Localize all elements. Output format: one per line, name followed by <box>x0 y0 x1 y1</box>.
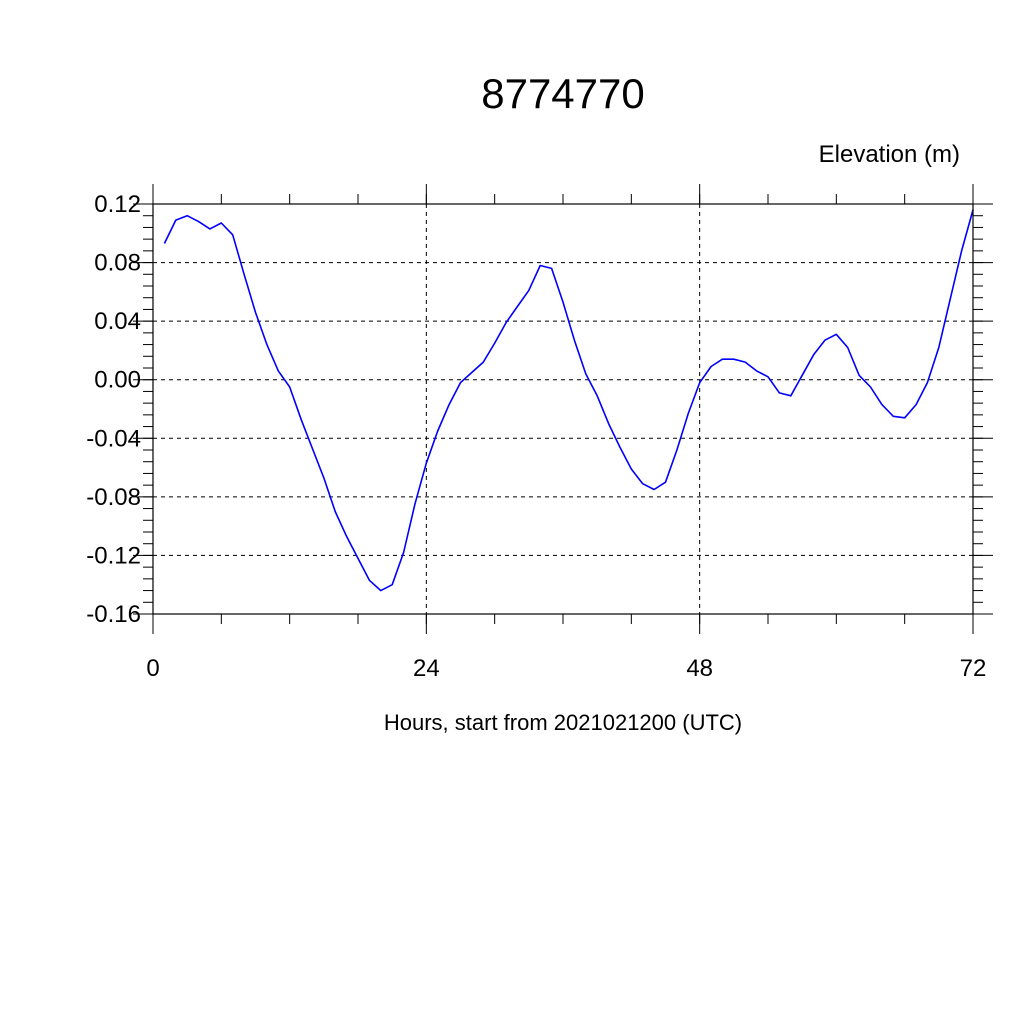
y-tick-label: 0.00 <box>94 367 141 394</box>
series-line <box>163 209 974 592</box>
x-tick-label: 0 <box>146 655 159 682</box>
y-tick-label: -0.16 <box>86 601 141 628</box>
axis-ticks <box>133 184 993 634</box>
grid-lines <box>152 203 974 615</box>
x-axis-label: Hours, start from 2021021200 (UTC) <box>384 710 742 735</box>
x-tick-label: 24 <box>413 655 440 682</box>
y-tick-label: 0.08 <box>94 250 141 277</box>
x-tick-label: 72 <box>960 655 987 682</box>
chart-title: 8774770 <box>481 70 645 117</box>
y-tick-label: -0.12 <box>86 542 141 569</box>
y-tick-label: -0.04 <box>86 425 141 452</box>
plot-frame <box>152 203 974 615</box>
y-axis-label: Elevation (m) <box>819 141 960 168</box>
series-layer <box>163 209 974 592</box>
y-tick-label: -0.08 <box>86 484 141 511</box>
y-tick-label: 0.04 <box>94 308 141 335</box>
tick-labels: -0.16 -0.12 -0.08 -0.04 0.00 0.04 0.08 0.12 0 24 4… <box>86 191 986 682</box>
y-tick-label: 0.12 <box>94 191 141 218</box>
x-tick-label: 48 <box>686 655 713 682</box>
